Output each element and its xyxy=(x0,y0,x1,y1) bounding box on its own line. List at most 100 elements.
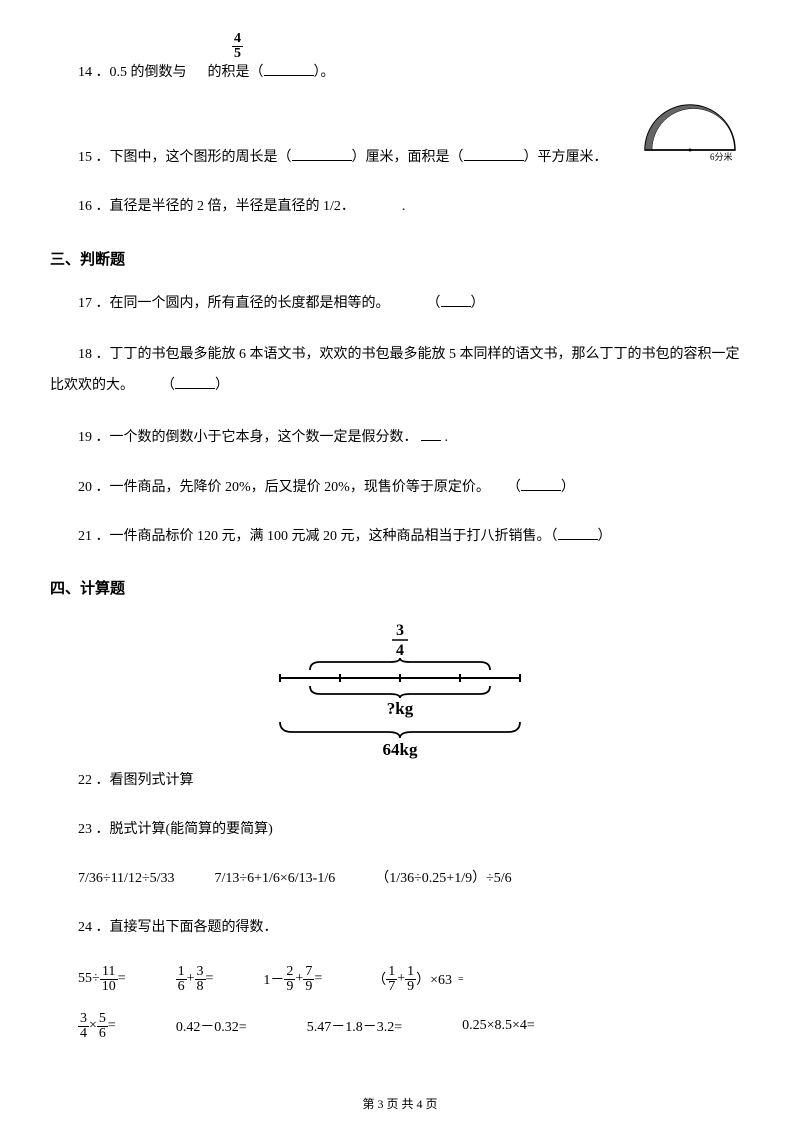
q14-num: 14 xyxy=(78,65,92,80)
op: + xyxy=(295,971,303,987)
num: 3 xyxy=(78,1012,89,1027)
denominator: 5 xyxy=(232,47,243,61)
section-3-title: 三、判断题 xyxy=(50,248,750,269)
blank xyxy=(292,147,352,161)
section-4-title: 四、计算题 xyxy=(50,577,750,598)
calc-item: 34 × 56 = xyxy=(78,1012,116,1041)
question-23: 23 ．脱式计算(能简算的要简算) xyxy=(50,817,750,842)
svg-text:3: 3 xyxy=(396,622,404,639)
q17-text: 17 ．在同一个圆内，所有直径的长度都是相等的。 xyxy=(78,296,390,311)
num: 1 xyxy=(176,965,187,980)
q19-text: 19 ．一个数的倒数小于它本身，这个数一定是假分数． xyxy=(78,430,418,445)
den: 8 xyxy=(195,980,206,994)
q14-text-b: 的积是（ xyxy=(208,65,264,80)
blank xyxy=(441,293,471,307)
label-6cm: 6分米 xyxy=(710,151,733,162)
q19-tail: . xyxy=(445,430,449,445)
question-14: 4 5 14 ．0.5 的倒数与 的积是（）。 xyxy=(50,60,750,85)
op: × xyxy=(89,1018,97,1034)
paren-r: ） xyxy=(471,296,485,311)
q14-text-c: ）。 xyxy=(314,65,335,80)
eq: = xyxy=(108,1018,116,1034)
question-21: 21 ．一件商品标价 120 元，满 100 元减 20 元，这种商品相当于打八… xyxy=(50,524,750,549)
calc-item: 55÷ 1110 = xyxy=(78,965,126,994)
eq: = xyxy=(314,971,322,987)
svg-text:?kg: ?kg xyxy=(387,699,414,718)
num: 5 xyxy=(97,1012,108,1027)
q20-text: 20 ．一件商品，先降价 20%，后又提价 20%，现售价等于原定价。 xyxy=(78,480,490,495)
num: 7 xyxy=(303,965,314,980)
blank xyxy=(521,477,561,491)
eq: = xyxy=(118,971,126,987)
lp: （ xyxy=(372,969,386,989)
q14-text-a: ．0.5 的倒数与 xyxy=(96,65,187,80)
pre: 1－ xyxy=(263,969,284,989)
paren-l: （ xyxy=(161,378,175,393)
question-16: 16 ．直径是半径的 2 倍，半径是直径的 1/2． . xyxy=(50,194,750,219)
question-20: 20 ．一件商品，先降价 20%，后又提价 20%，现售价等于原定价。 （ ） xyxy=(50,475,750,500)
den: 10 xyxy=(100,980,118,994)
rp: ）×63 xyxy=(416,969,452,989)
q16-tail: . xyxy=(402,199,406,214)
blank xyxy=(464,147,524,161)
svg-text:4: 4 xyxy=(396,642,404,659)
question-17: 17 ．在同一个圆内，所有直径的长度都是相等的。 （ ） xyxy=(50,291,750,316)
calc-d: 0.25×8.5×4= xyxy=(462,1018,535,1034)
calc-b: 7/13÷6+1/6×6/13-1/6 xyxy=(215,866,336,891)
pre: 55÷ xyxy=(78,971,100,987)
calc-item: （ 17 + 19 ）×63 = xyxy=(372,965,463,994)
q15-text-c: ）平方厘米． xyxy=(524,150,608,165)
numerator: 4 xyxy=(232,32,243,47)
num: 1 xyxy=(386,965,397,980)
calc-c: （1/36÷0.25+1/9）÷5/6 xyxy=(375,866,511,891)
den: 7 xyxy=(386,980,397,994)
calc-c: 5.47－1.8－3.2= xyxy=(307,1016,402,1036)
den: 9 xyxy=(303,980,314,994)
blank xyxy=(175,375,215,389)
calc-24-row2: 34 × 56 = 0.42－0.32= 5.47－1.8－3.2= 0.25×… xyxy=(78,1012,750,1041)
q15-text-b: ）厘米，面积是（ xyxy=(352,150,464,165)
paren-r: ） xyxy=(215,378,229,393)
calc-item: 1－ 29 + 79 = xyxy=(263,965,322,994)
calc-b: 0.42－0.32= xyxy=(176,1016,247,1036)
den: 9 xyxy=(405,980,416,994)
calc-24-row1: 55÷ 1110 = 16 + 38 = 1－ 29 + 79 = （ 17 +… xyxy=(78,965,750,994)
num: 2 xyxy=(284,965,295,980)
eq: = xyxy=(206,971,214,987)
num: 11 xyxy=(100,965,118,980)
paren-r: ） xyxy=(561,480,575,495)
question-22: 22 ．看图列式计算 xyxy=(50,768,750,793)
q24-text: 24 ．直接写出下面各题的得数． xyxy=(78,920,278,935)
op: + xyxy=(187,971,195,987)
paren-r: ） xyxy=(598,529,612,544)
question-15: 6分米 15 ．下图中，这个图形的周长是（ ）厘米，面积是（ ）平方厘米． xyxy=(50,145,750,170)
q18-text: 18 ．丁丁的书包最多能放 6 本语文书，欢欢的书包最多能放 5 本同样的语文书… xyxy=(50,347,740,393)
q15-num: 15 xyxy=(78,150,92,165)
den: 6 xyxy=(97,1027,108,1041)
den: 6 xyxy=(176,980,187,994)
bar-diagram: 3 4 ?kg 64kg xyxy=(240,620,560,760)
q22-text: 22 ．看图列式计算 xyxy=(78,773,194,788)
question-24: 24 ．直接写出下面各题的得数． xyxy=(50,915,750,940)
q23-text: 23 ．脱式计算(能简算的要简算) xyxy=(78,822,273,837)
q15-text-a: ．下图中，这个图形的周长是（ xyxy=(96,150,292,165)
calc-23-row: 7/36÷11/12÷5/33 7/13÷6+1/6×6/13-1/6 （1/3… xyxy=(78,866,750,891)
paren-l: （ xyxy=(507,480,521,495)
semicircle-figure: 6分米 xyxy=(640,100,750,165)
blank xyxy=(558,526,598,540)
question-19: 19 ．一个数的倒数小于它本身，这个数一定是假分数． . xyxy=(50,425,750,450)
calc-item: 16 + 38 = xyxy=(176,965,214,994)
q16-text: 16 ．直径是半径的 2 倍，半径是直径的 1/2． xyxy=(78,199,355,214)
num: 1 xyxy=(405,965,416,980)
blank xyxy=(421,427,441,441)
op: + xyxy=(397,971,405,987)
eq: = xyxy=(458,974,464,985)
q21-text: 21 ．一件商品标价 120 元，满 100 元减 20 元，这种商品相当于打八… xyxy=(78,529,558,544)
num: 3 xyxy=(195,965,206,980)
den: 4 xyxy=(78,1027,89,1041)
paren-l: （ xyxy=(427,296,441,311)
svg-text:64kg: 64kg xyxy=(383,740,418,759)
question-18: 18 ．丁丁的书包最多能放 6 本语文书，欢欢的书包最多能放 5 本同样的语文书… xyxy=(50,340,750,402)
blank xyxy=(264,62,314,76)
calc-a: 7/36÷11/12÷5/33 xyxy=(78,866,175,891)
